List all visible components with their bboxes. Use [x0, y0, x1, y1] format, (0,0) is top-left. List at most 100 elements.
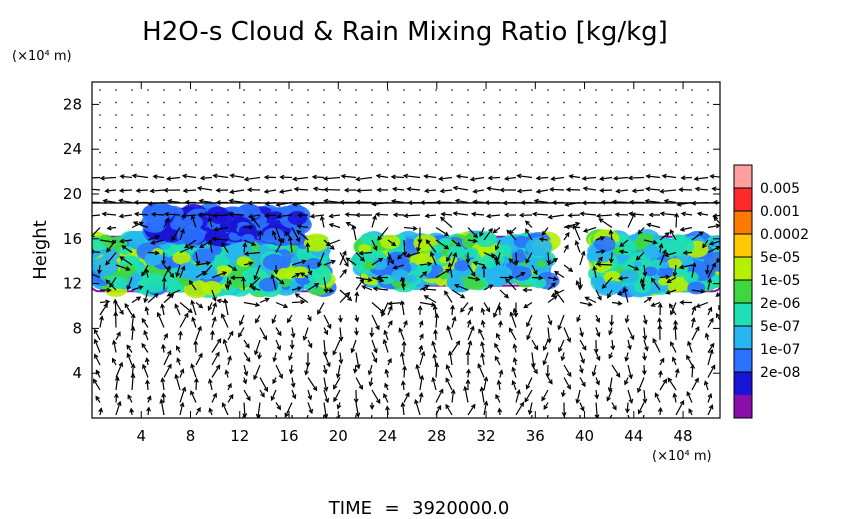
wind-arrow [625, 352, 629, 361]
wind-arrow [637, 377, 645, 393]
wind-arrow [422, 288, 437, 291]
wind-arrow-head [295, 273, 301, 278]
wind-arrow [324, 200, 341, 204]
wind-arrow [539, 238, 549, 241]
wind-arrow-head [434, 312, 440, 319]
wind-arrow-head [180, 265, 186, 271]
wind-arrow-head [581, 345, 587, 351]
wind-arrow-head [112, 298, 118, 304]
colorbar-label: 1e-05 [760, 273, 800, 289]
wind-arrow-head [665, 274, 671, 280]
wind-arrow [563, 377, 571, 389]
wind-arrow-head [452, 185, 458, 191]
wind-arrow [120, 239, 133, 243]
wind-dot [659, 151, 661, 154]
wind-dot [643, 89, 645, 91]
wind-arrow-head [582, 228, 589, 233]
wind-arrow [167, 176, 181, 180]
wind-arrow [435, 239, 449, 250]
wind-arrow-head [144, 267, 150, 274]
wind-arrow [451, 305, 454, 316]
wind-arrow-head [352, 368, 358, 374]
wind-arrow [160, 399, 165, 416]
wind-arrow-head [212, 173, 218, 179]
wind-arrow [611, 301, 622, 305]
wind-arrow-head [682, 250, 688, 256]
wind-arrow [643, 297, 652, 303]
wind-dot [403, 89, 405, 91]
wind-arrow-head [228, 211, 234, 217]
wind-arrow-head [248, 261, 254, 266]
wind-arrow-head [323, 330, 329, 336]
wind-arrow [171, 227, 181, 241]
wind-arrow-head [547, 320, 553, 326]
wind-arrow [425, 189, 437, 192]
wind-dot [211, 164, 213, 166]
wind-dot [211, 114, 213, 116]
wind-dot [355, 151, 357, 154]
wind-arrow [435, 226, 449, 236]
wind-dot [467, 151, 469, 154]
cloud-patch [219, 219, 238, 233]
wind-dot [323, 139, 325, 141]
wind-dot [339, 101, 341, 104]
wind-dot [195, 139, 197, 141]
wind-dot [195, 126, 197, 129]
wind-arrow [355, 377, 363, 390]
wind-arrow-head [516, 188, 522, 194]
wind-arrow-head [647, 296, 653, 302]
wind-arrow-head [467, 340, 473, 346]
wind-arrow-head [642, 355, 647, 361]
wind-arrow-head [377, 235, 382, 241]
wind-arrow-head [385, 405, 390, 411]
wind-arrow [126, 345, 133, 353]
wind-arrow-head [642, 271, 648, 278]
wind-arrow-head [238, 320, 244, 326]
wind-arrow-head [513, 312, 519, 318]
wind-dot [147, 126, 149, 129]
wind-arrow [517, 189, 533, 192]
wind-arrow-head [227, 279, 232, 285]
wind-arrow [456, 175, 469, 179]
wind-arrow-head [113, 392, 119, 398]
wind-dot [611, 101, 613, 104]
wind-arrow [179, 402, 184, 416]
wind-arrow [602, 277, 613, 289]
wind-arrow [195, 262, 211, 266]
wind-arrow-head [574, 240, 580, 246]
wind-arrow-head [609, 321, 615, 327]
time-text: TIME [328, 498, 372, 519]
wind-arrow [211, 393, 217, 403]
wind-arrow [115, 377, 119, 391]
wind-arrow [575, 241, 581, 253]
wind-arrow [243, 389, 251, 401]
wind-dot [499, 114, 501, 116]
wind-arrow [686, 391, 693, 403]
wind-arrow [509, 227, 517, 235]
wind-arrow-head [497, 407, 503, 413]
wind-arrow [525, 220, 533, 228]
cloud-patch [92, 256, 119, 276]
wind-dot [339, 164, 341, 166]
wind-arrow [551, 289, 565, 297]
wind-arrow-head [657, 302, 663, 308]
wind-arrow [124, 303, 133, 316]
wind-arrow [99, 316, 103, 328]
wind-arrow-head [197, 212, 203, 218]
wind-dot [211, 139, 213, 141]
wind-arrow [242, 277, 245, 291]
wind-arrow-head [472, 260, 478, 266]
wind-dot [387, 164, 389, 166]
wind-arrow-head [161, 343, 166, 349]
wind-arrow-head [207, 305, 213, 312]
wind-arrow [105, 252, 117, 265]
wind-dot [259, 164, 261, 166]
wind-dot [179, 151, 181, 154]
wind-arrow [275, 238, 285, 253]
wind-dot [99, 126, 101, 129]
wind-arrow-head [373, 348, 378, 354]
cloud-patch [654, 237, 670, 249]
colorbar-label: 2e-06 [760, 296, 800, 312]
wind-arrow [179, 331, 182, 341]
